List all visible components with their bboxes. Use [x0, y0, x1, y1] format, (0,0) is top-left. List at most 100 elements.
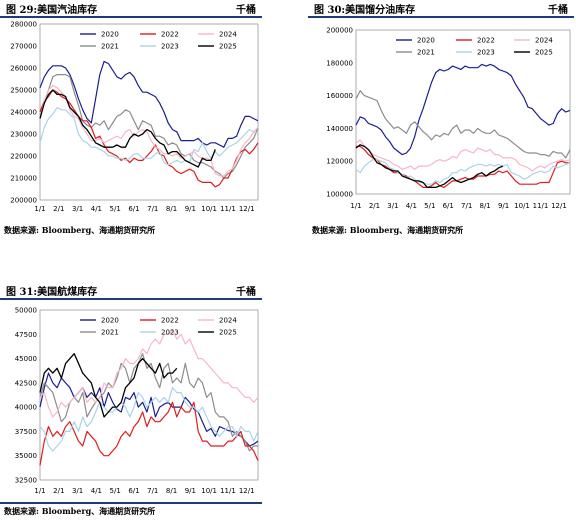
y-tick-label: 200000 — [326, 27, 353, 35]
legend-label: 2024 — [219, 31, 237, 39]
chart-unit: 千桶 — [236, 287, 256, 298]
x-tick-label: 2/1 — [53, 205, 64, 213]
legend-label: 2025 — [535, 49, 553, 57]
legend-item-2023: 2023 — [140, 329, 179, 337]
series-line-2020 — [39, 372, 259, 447]
legend-label: 2021 — [101, 329, 119, 337]
x-tick-label: 12/1 — [551, 202, 567, 210]
legend-item-2025: 2025 — [198, 43, 237, 51]
legend-item-2024: 2024 — [198, 31, 237, 39]
legend-item-2025: 2025 — [198, 329, 237, 337]
legend-label: 2023 — [161, 329, 179, 337]
x-tick-label: 7/1 — [147, 487, 158, 495]
y-tick-label: 200000 — [10, 197, 37, 205]
x-tick-label: 8/1 — [480, 202, 491, 210]
y-tick-label: 100000 — [326, 191, 353, 199]
legend-label: 2025 — [219, 43, 237, 51]
y-tick-label: 35000 — [15, 452, 37, 460]
legend-label: 2020 — [101, 31, 119, 39]
y-tick-label: 140000 — [326, 125, 353, 133]
series-line-2025 — [39, 353, 178, 418]
x-tick-label: 6/1 — [443, 202, 454, 210]
y-tick-label: 250000 — [10, 87, 37, 95]
legend-label: 2020 — [101, 317, 119, 325]
x-tick-label: 5/1 — [424, 202, 435, 210]
chart-source: 数据来源: Bloomberg、海通期货研究所 — [4, 225, 156, 235]
x-tick-label: 12/1 — [239, 487, 255, 495]
legend-item-2022: 2022 — [140, 31, 179, 39]
series-line-2024 — [39, 84, 259, 177]
legend-item-2021: 2021 — [80, 43, 119, 51]
x-tick-label: 11/1 — [220, 205, 236, 213]
legend-item-2022: 2022 — [456, 37, 495, 45]
legend-label: 2024 — [535, 37, 553, 45]
series-line-2021 — [355, 90, 571, 159]
x-tick-label: 10/1 — [201, 205, 217, 213]
legend-item-2024: 2024 — [198, 317, 237, 325]
series-line-2022 — [39, 401, 259, 466]
legend-label: 2024 — [219, 317, 237, 325]
x-tick-label: 4/1 — [406, 202, 417, 210]
legend-item-2025: 2025 — [514, 49, 553, 57]
y-tick-label: 120000 — [326, 158, 353, 166]
series-line-2023 — [39, 387, 259, 452]
y-tick-label: 280000 — [10, 21, 37, 29]
legend-item-2020: 2020 — [80, 31, 119, 39]
y-tick-label: 160000 — [326, 92, 353, 100]
series-line-2022 — [356, 145, 570, 188]
y-tick-label: 220000 — [10, 153, 37, 161]
plot-frame — [39, 309, 259, 481]
series-line-2024 — [39, 328, 259, 418]
x-tick-label: 7/1 — [147, 205, 158, 213]
x-tick-label: 3/1 — [72, 487, 83, 495]
legend-label: 2023 — [477, 49, 495, 57]
chart-header: 图 30:美国馏分油库存 千桶 — [308, 0, 574, 18]
x-tick-label: 4/1 — [91, 487, 102, 495]
chart-title: 图 30:美国馏分油库存 — [314, 5, 416, 16]
x-tick-label: 4/1 — [91, 205, 102, 213]
series-line-2020 — [355, 63, 571, 156]
y-tick-label: 230000 — [10, 131, 37, 139]
legend-label: 2022 — [161, 31, 179, 39]
chart-panel-distillate: 图 30:美国馏分油库存 千桶 100000 120000 140000 160000… — [308, 0, 574, 240]
y-tick-label: 180000 — [326, 59, 353, 67]
chart-title: 图 29:美国汽油库存 — [6, 5, 98, 16]
legend-item-2020: 2020 — [80, 317, 119, 325]
legend-label: 2022 — [477, 37, 495, 45]
x-tick-label: 7/1 — [461, 202, 472, 210]
x-tick-label: 1/1 — [34, 487, 45, 495]
legend-label: 2022 — [161, 317, 179, 325]
chart-header: 图 29:美国汽油库存 千桶 — [0, 0, 262, 18]
chart-source: 数据来源: Bloomberg、海通期货研究所 — [4, 506, 156, 516]
y-tick-label: 42500 — [15, 379, 37, 387]
y-tick-label: 240000 — [10, 109, 37, 117]
jet-fuel-inventory-chart: 32500 35000 37500 40000 42500 45000 47500 50000… — [15, 307, 259, 495]
x-tick-label: 11/1 — [533, 202, 549, 210]
chart-panel-jetfuel: 图 31:美国航煤库存 千桶 32500 35000 37500 40000 42500… — [0, 282, 262, 522]
x-tick-label: 9/1 — [185, 205, 196, 213]
plot-frame — [355, 29, 571, 195]
legend-item-2021: 2021 — [396, 49, 435, 57]
x-tick-label: 2/1 — [369, 202, 380, 210]
y-tick-label: 40000 — [15, 404, 37, 412]
legend-label: 2023 — [161, 43, 179, 51]
bottom-rule — [0, 502, 262, 504]
x-tick-label: 1/1 — [350, 202, 361, 210]
x-tick-label: 11/1 — [220, 487, 236, 495]
distillate-inventory-chart: 100000 120000 140000 160000 180000 200000 1/1 2… — [326, 27, 571, 210]
y-tick-label: 37500 — [15, 428, 37, 436]
x-tick-label: 10/1 — [514, 202, 530, 210]
y-tick-label: 210000 — [10, 175, 37, 183]
x-tick-label: 9/1 — [498, 202, 509, 210]
series-line-2025 — [355, 144, 504, 189]
legend-label: 2020 — [417, 37, 435, 45]
x-tick-label: 5/1 — [110, 487, 121, 495]
x-tick-label: 5/1 — [110, 205, 121, 213]
x-tick-label: 8/1 — [166, 487, 177, 495]
y-tick-label: 50000 — [15, 307, 37, 315]
series-line-2021 — [39, 73, 259, 179]
series-line-2022 — [39, 89, 259, 188]
legend-label: 2025 — [219, 329, 237, 337]
x-tick-label: 1/1 — [34, 205, 45, 213]
legend-label: 2021 — [417, 49, 435, 57]
